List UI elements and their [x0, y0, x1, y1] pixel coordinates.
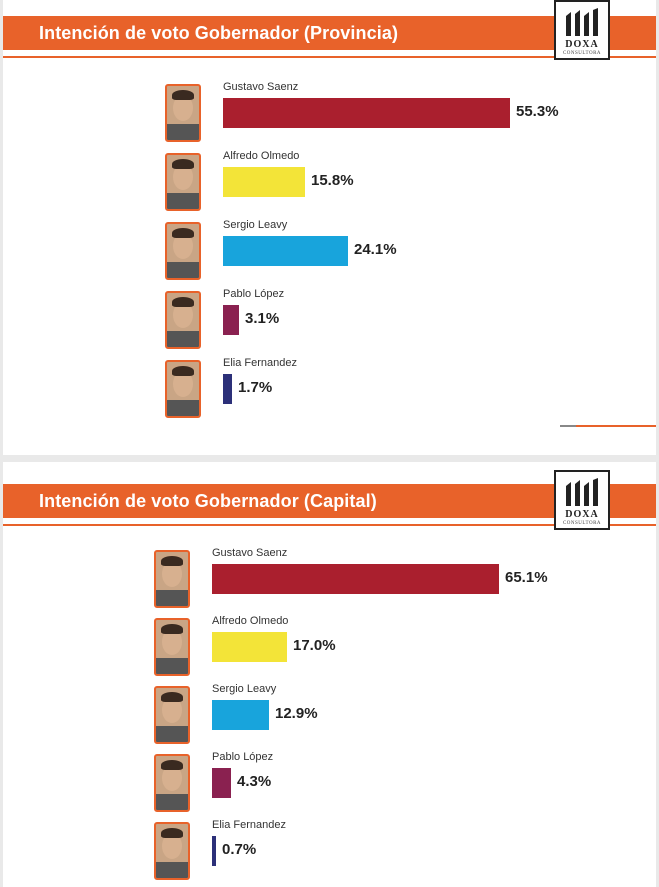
bar — [212, 700, 269, 730]
bar-value-label: 1.7% — [238, 379, 273, 396]
bar — [223, 98, 510, 128]
title-banner: Intención de voto Gobernador (Provincia) — [3, 16, 656, 50]
candidate-row: Alfredo Olmedo 15.8% — [165, 150, 585, 215]
bar-value-label: 12.9% — [275, 705, 318, 722]
bar-value-label: 24.1% — [354, 241, 397, 258]
bar — [223, 236, 348, 266]
candidate-row: Pablo López 3.1% — [165, 288, 585, 353]
header-divider — [3, 524, 656, 526]
candidate-photo-icon — [154, 754, 190, 812]
bar-value-label: 55.3% — [516, 103, 559, 120]
candidate-photo-icon — [154, 618, 190, 676]
chart-panel-provincia: Intención de voto Gobernador (Provincia)… — [3, 0, 656, 455]
logo-subtitle: CONSULTORA — [562, 51, 602, 56]
bar-value-label: 3.1% — [245, 310, 280, 327]
candidate-row: Gustavo Saenz 55.3% — [165, 81, 585, 146]
candidate-photo-icon — [154, 822, 190, 880]
logo-subtitle: CONSULTORA — [562, 521, 602, 526]
candidate-photo-icon — [154, 686, 190, 744]
bar-value-label: 17.0% — [293, 637, 336, 654]
header-divider — [3, 56, 656, 58]
candidate-photo-icon — [154, 550, 190, 608]
candidate-photo-icon — [165, 84, 201, 142]
candidate-photo-icon — [165, 360, 201, 418]
candidate-row: Gustavo Saenz 65.1% — [154, 547, 574, 612]
candidate-name: Alfredo Olmedo — [212, 615, 289, 627]
chart-title: Intención de voto Gobernador (Provincia) — [3, 16, 433, 50]
logo-name: DOXA — [565, 39, 599, 50]
bar — [223, 305, 239, 335]
bar-value-label: 4.3% — [237, 773, 272, 790]
candidate-row: Sergio Leavy 12.9% — [154, 683, 574, 748]
chart-title: Intención de voto Gobernador (Capital) — [3, 484, 411, 518]
bar — [212, 768, 231, 798]
title-banner: Intención de voto Gobernador (Capital) — [3, 484, 656, 518]
doxa-logo-icon: DOXA CONSULTORA — [554, 470, 610, 530]
candidate-name: Gustavo Saenz — [223, 81, 299, 93]
bar-value-label: 15.8% — [311, 172, 354, 189]
bar — [212, 836, 216, 866]
candidate-row: Sergio Leavy 24.1% — [165, 219, 585, 284]
bar — [223, 167, 305, 197]
logo-name: DOXA — [565, 509, 599, 520]
candidate-photo-icon — [165, 291, 201, 349]
candidate-name: Gustavo Saenz — [212, 547, 288, 559]
bar-value-label: 65.1% — [505, 569, 548, 586]
bar — [223, 374, 232, 404]
candidate-name: Sergio Leavy — [223, 219, 288, 231]
candidate-name: Elia Fernandez — [223, 357, 297, 369]
bar — [212, 632, 287, 662]
logo-bars-icon — [566, 8, 598, 36]
candidate-row: Pablo López 4.3% — [154, 751, 574, 816]
candidate-photo-icon — [165, 153, 201, 211]
bar-value-label: 0.7% — [222, 841, 257, 858]
candidate-name: Alfredo Olmedo — [223, 150, 300, 162]
decorative-line — [560, 425, 656, 427]
candidate-name: Pablo López — [223, 288, 285, 300]
candidate-name: Sergio Leavy — [212, 683, 277, 695]
doxa-logo-icon: DOXA CONSULTORA — [554, 0, 610, 60]
candidate-photo-icon — [165, 222, 201, 280]
bar — [212, 564, 499, 594]
candidate-row: Alfredo Olmedo 17.0% — [154, 615, 574, 680]
candidate-name: Elia Fernandez — [212, 819, 286, 831]
candidate-row: Elia Fernandez 0.7% — [154, 819, 574, 884]
logo-bars-icon — [566, 478, 598, 506]
candidate-row: Elia Fernandez 1.7% — [165, 357, 585, 422]
chart-panel-capital: Intención de voto Gobernador (Capital) D… — [3, 462, 656, 887]
candidate-name: Pablo López — [212, 751, 274, 763]
